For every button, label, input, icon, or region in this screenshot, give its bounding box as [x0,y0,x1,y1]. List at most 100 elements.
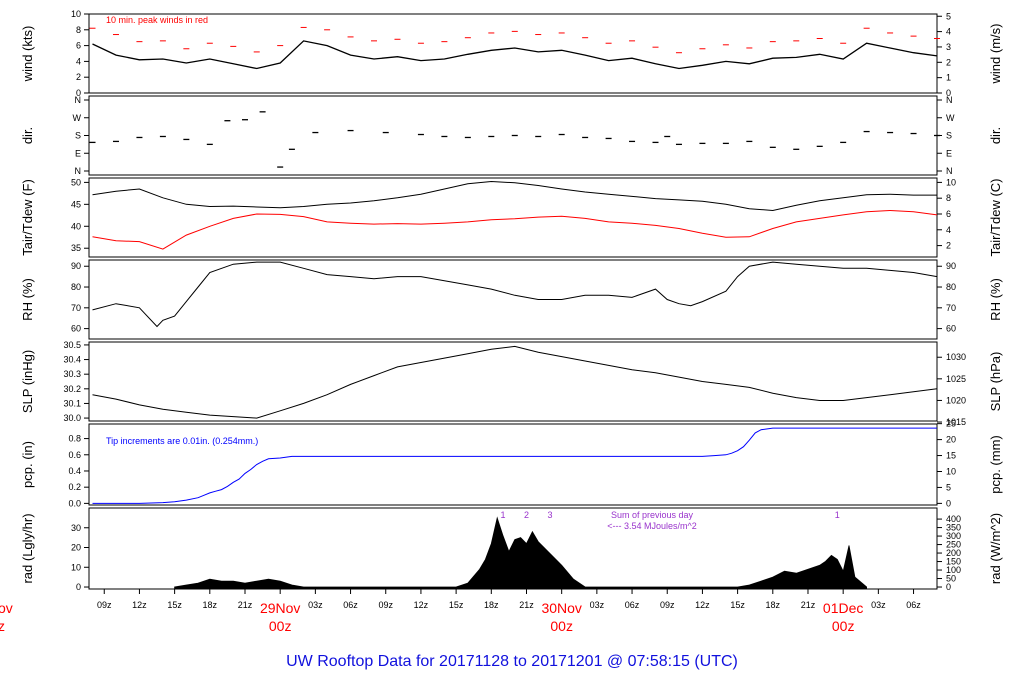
right-tick-label: 15 [946,451,956,461]
right-tick-label: 400 [946,514,961,524]
rad-right-axis-label: rad (W/m^2) [988,513,1003,584]
right-tick-label: 200 [946,548,961,558]
x-left-cut-time: z [0,618,5,634]
x-tick-label: 21z [238,600,253,610]
chart-title: UW Rooftop Data for 20171128 to 20171201… [286,653,738,670]
dir-right-axis-label: dir. [988,127,1003,144]
dir-left-axis-label: dir. [20,127,35,144]
x-tick-label: 09z [660,600,675,610]
right-tick-label: 90 [946,261,956,271]
left-tick-label: 0.6 [68,450,81,460]
x-tick-label: 03z [590,600,605,610]
left-tick-label: 0.2 [68,482,81,492]
x-tick-label: 15z [730,600,745,610]
wind-annotation: 10 min. peak winds in red [106,15,208,25]
left-tick-label: 35 [71,243,81,253]
right-tick-label: E [946,148,952,158]
pcp-panel-frame [88,423,938,506]
rh-right-axis-label: RH (%) [988,278,1003,321]
left-tick-label: 4 [76,56,81,66]
right-tick-label: 150 [946,557,961,567]
slp-series-line-6 [92,345,938,419]
left-tick-label: N [75,166,82,176]
left-tick-label: 45 [71,199,81,209]
right-tick-label: 0 [946,582,951,592]
x-tick-label: 18z [203,600,218,610]
left-tick-label: 60 [71,324,81,334]
left-tick-label: 50 [71,177,81,187]
right-tick-label: 8 [946,193,951,203]
left-tick-label: 2 [76,72,81,82]
left-tick-label: 6 [76,41,81,51]
rad-peak-mark: 3 [547,510,552,520]
left-tick-label: 10 [71,9,81,19]
left-tick-label: 40 [71,221,81,231]
x-tick-label: 21z [801,600,816,610]
slp-right-axis-label: SLP (hPa) [988,352,1003,412]
right-tick-label: W [946,113,955,123]
right-tick-label: 5 [946,11,951,21]
right-tick-label: 2 [946,57,951,67]
x-tick-label: 09z [97,600,112,610]
right-tick-label: 0 [946,498,951,508]
left-tick-label: 80 [71,282,81,292]
x-tick-label: 06z [343,600,358,610]
right-tick-label: 1020 [946,395,966,405]
left-tick-label: 30.2 [63,384,81,394]
x-tick-label: 06z [906,600,921,610]
rad-annotation-1: Sum of previous day [611,510,694,520]
x-tick-label: 12z [414,600,429,610]
x-day-time: 00z [269,618,292,634]
x-tick-label: 15z [449,600,464,610]
right-tick-label: 1015 [946,417,966,427]
right-tick-label: N [946,95,953,105]
wind-left-axis-label: wind (kts) [20,26,35,83]
pcp-annotation: Tip increments are 0.01in. (0.254mm.) [106,436,258,446]
right-tick-label: N [946,166,953,176]
right-tick-label: 100 [946,565,961,575]
right-tick-label: 70 [946,303,956,313]
right-tick-label: 1 [946,73,951,83]
left-tick-label: 0.4 [68,466,81,476]
right-tick-label: 0 [946,88,951,98]
right-tick-label: 300 [946,531,961,541]
x-tick-label: 12z [695,600,710,610]
x-day-date: 30Nov [541,600,581,616]
x-tick-label: 09z [378,600,393,610]
x-tick-label: 15z [167,600,182,610]
x-tick-label: 18z [766,600,781,610]
left-tick-label: E [75,148,81,158]
left-tick-label: 30.5 [63,340,81,350]
left-tick-label: 30.1 [63,398,81,408]
left-tick-label: 30.4 [63,355,81,365]
rad-peak-mark: 1 [501,510,506,520]
x-day-date: 01Dec [823,600,863,616]
rad-left-axis-label: rad (Lgly/hr) [20,513,35,583]
x-tick-label: 21z [519,600,534,610]
x-tick-label: 03z [871,600,886,610]
wind-series-line-1 [92,40,938,70]
x-tick-label: 06z [625,600,640,610]
rad-peak-mark: 1 [835,510,840,520]
left-tick-label: 20 [71,543,81,553]
x-tick-label: 18z [484,600,499,610]
x-tick-label: 03z [308,600,323,610]
left-tick-label: S [75,131,81,141]
temp-right-axis-label: Tair/Tdew (C) [988,178,1003,256]
right-tick-label: S [946,131,952,141]
right-tick-label: 60 [946,324,956,334]
right-tick-label: 10 [946,177,956,187]
right-tick-label: 1030 [946,352,966,362]
right-tick-label: 50 [946,574,956,584]
left-tick-label: 30.3 [63,369,81,379]
x-day-time: 00z [832,618,855,634]
left-tick-label: 0.0 [68,498,81,508]
left-tick-label: 70 [71,303,81,313]
rad-peak-mark: 2 [524,510,529,520]
right-tick-label: 6 [946,209,951,219]
right-tick-label: 350 [946,523,961,533]
pcp-left-axis-label: pcp. (in) [20,441,35,488]
left-tick-label: 8 [76,25,81,35]
temp-left-axis-label: Tair/Tdew (F) [20,179,35,256]
